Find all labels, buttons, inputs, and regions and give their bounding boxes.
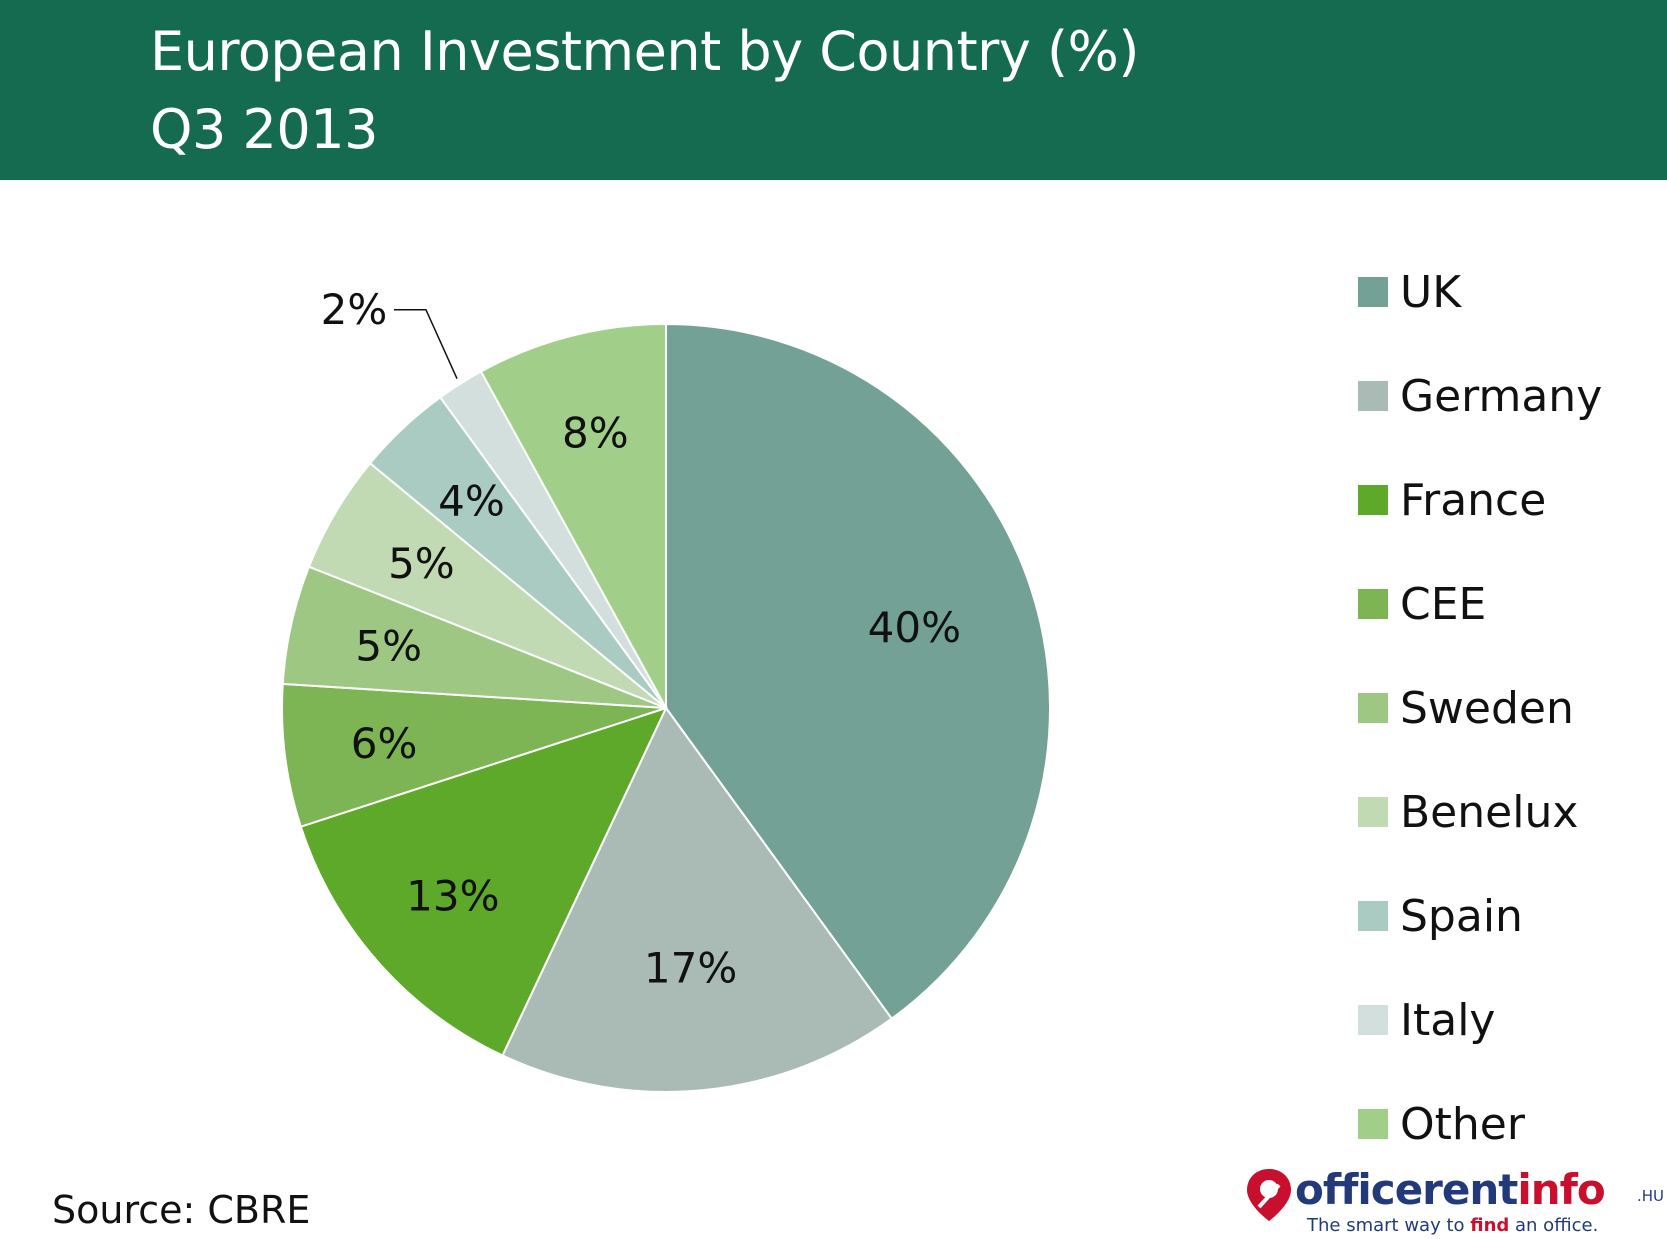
data-label-cee: 6% [351,719,418,768]
legend-item-uk: UK [1358,262,1461,322]
legend-label-germany: Germany [1400,370,1603,422]
legend-label-other: Other [1400,1098,1525,1150]
legend-label-spain: Spain [1400,890,1523,942]
pie-slice-uk [665,322,1051,1021]
legend-swatch-other [1358,1109,1388,1139]
chart-title: European Investment by Country (%) [150,20,1139,83]
data-label-france: 13% [406,871,499,920]
legend-item-germany: Germany [1358,366,1602,426]
legend-swatch-cee [1358,589,1388,619]
legend-label-uk: UK [1400,266,1462,318]
legend-label-france: France [1400,474,1547,526]
legend-swatch-france [1358,485,1388,515]
data-label-other: 8% [562,408,629,457]
data-label-sweden: 5% [355,622,422,671]
chart-subtitle: Q3 2013 [150,98,378,161]
tagline-end: an office. [1509,1215,1599,1236]
legend-swatch-italy [1358,1005,1388,1035]
legend-item-spain: Spain [1358,886,1523,946]
legend-label-italy: Italy [1400,994,1496,1046]
location-pin-icon [1247,1169,1291,1221]
legend-swatch-spain [1358,901,1388,931]
legend-swatch-sweden [1358,693,1388,723]
legend-label-sweden: Sweden [1400,682,1574,734]
legend-label-cee: CEE [1400,578,1487,630]
legend-item-italy: Italy [1358,990,1495,1050]
officerentinfo-logo: officerentinfo .HU The smart way to find… [1245,1165,1665,1237]
data-label-germany: 17% [644,943,737,992]
logo-text-part2: info [1517,1165,1605,1214]
pie-slice-other [479,322,667,709]
header-banner: European Investment by Country (%) Q3 20… [0,0,1667,180]
leader-lines [393,308,458,380]
pie-slice-france [299,706,668,1057]
legend-item-cee: CEE [1358,574,1486,634]
tagline-text: The smart way to [1307,1215,1471,1236]
logo-text-part1: officerent [1295,1165,1518,1214]
legend-item-other: Other [1358,1094,1525,1154]
data-label-uk: 40% [868,603,961,652]
pie-slice-cee [281,682,667,828]
tagline-emphasis: find [1470,1215,1510,1236]
pie-slice-germany [501,706,894,1093]
data-label-spain: 4% [438,476,505,525]
legend-item-france: France [1358,470,1546,530]
logo-tagline: The smart way to find an office. [1307,1215,1598,1236]
pie-slices [281,322,1051,1093]
legend-swatch-uk [1358,277,1388,307]
pie-data-labels: 40% 17% 13% 6% 5% 5% 4% 2% 8% [321,285,961,992]
legend-item-sweden: Sweden [1358,678,1574,738]
legend-swatch-benelux [1358,797,1388,827]
data-label-benelux: 5% [388,539,455,588]
legend-item-benelux: Benelux [1358,782,1578,842]
data-label-italy: 2% [321,285,388,334]
leader-line-italy [393,308,458,380]
source-note: Source: CBRE [52,1188,311,1232]
legend-label-benelux: Benelux [1400,786,1579,838]
logo-tld: .HU [1637,1187,1665,1205]
legend-swatch-germany [1358,381,1388,411]
